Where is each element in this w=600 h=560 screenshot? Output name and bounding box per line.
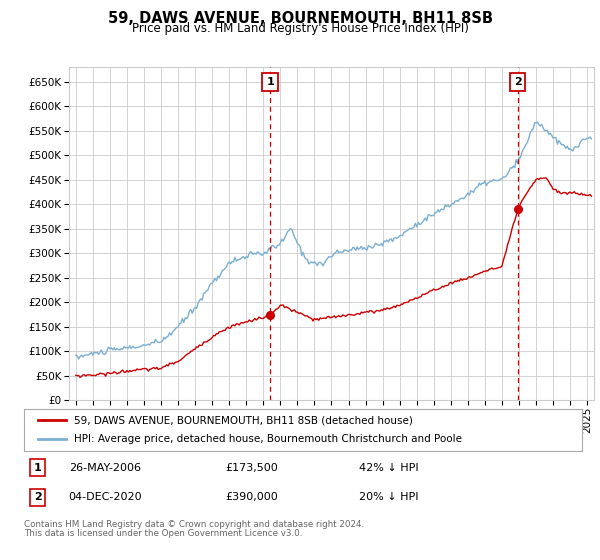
Text: 1: 1 [34, 463, 42, 473]
Text: £173,500: £173,500 [225, 463, 278, 473]
Text: 42% ↓ HPI: 42% ↓ HPI [359, 463, 418, 473]
Text: 2: 2 [514, 77, 521, 87]
Text: 26-MAY-2006: 26-MAY-2006 [68, 463, 140, 473]
Text: £390,000: £390,000 [225, 492, 278, 502]
Text: 59, DAWS AVENUE, BOURNEMOUTH, BH11 8SB: 59, DAWS AVENUE, BOURNEMOUTH, BH11 8SB [107, 11, 493, 26]
Text: HPI: Average price, detached house, Bournemouth Christchurch and Poole: HPI: Average price, detached house, Bour… [74, 435, 462, 445]
Text: 1: 1 [266, 77, 274, 87]
Text: Contains HM Land Registry data © Crown copyright and database right 2024.: Contains HM Land Registry data © Crown c… [24, 520, 364, 529]
Text: 04-DEC-2020: 04-DEC-2020 [68, 492, 142, 502]
Text: Price paid vs. HM Land Registry's House Price Index (HPI): Price paid vs. HM Land Registry's House … [131, 22, 469, 35]
Text: This data is licensed under the Open Government Licence v3.0.: This data is licensed under the Open Gov… [24, 529, 302, 538]
Text: 20% ↓ HPI: 20% ↓ HPI [359, 492, 418, 502]
Text: 59, DAWS AVENUE, BOURNEMOUTH, BH11 8SB (detached house): 59, DAWS AVENUE, BOURNEMOUTH, BH11 8SB (… [74, 415, 413, 425]
Text: 2: 2 [34, 492, 42, 502]
